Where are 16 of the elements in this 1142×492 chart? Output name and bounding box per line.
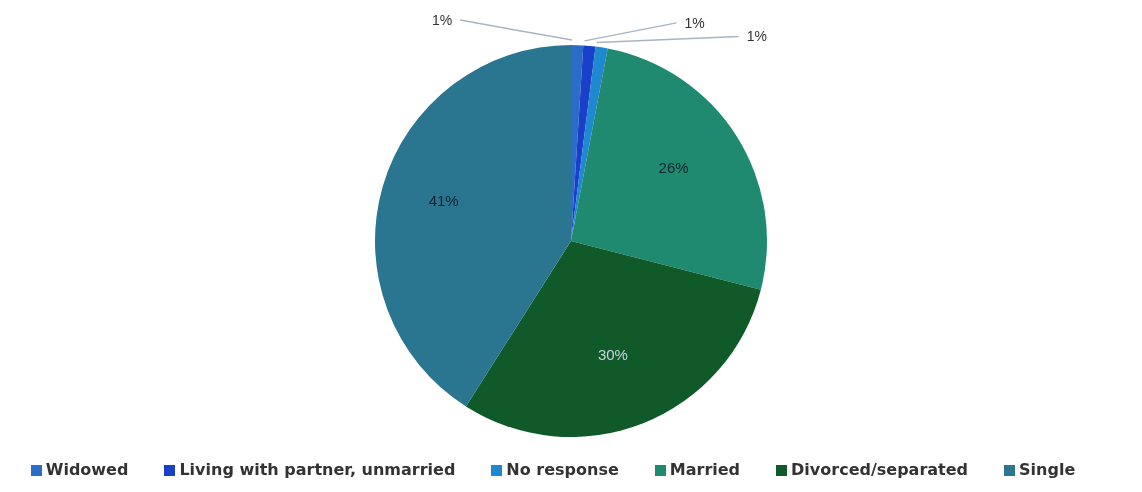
legend-label: No response (506, 460, 619, 479)
pie-slice (571, 46, 608, 241)
data-label: 1% (746, 28, 767, 45)
pie-slice (375, 45, 571, 407)
legend-label: Married (669, 460, 741, 479)
pie-slice (571, 48, 767, 290)
pie-slice (465, 241, 761, 437)
legend-label: Divorced/separated (791, 460, 969, 479)
data-label: 30% (597, 345, 628, 363)
data-label: 26% (658, 159, 689, 177)
data-label: 1% (431, 12, 453, 29)
data-label: 41% (428, 191, 459, 209)
legend-label: Living with partner, unmarried (179, 460, 456, 479)
legend-label: Widowed (45, 460, 129, 479)
legend-label: Single (1019, 460, 1076, 479)
data-label: 1% (684, 14, 705, 31)
